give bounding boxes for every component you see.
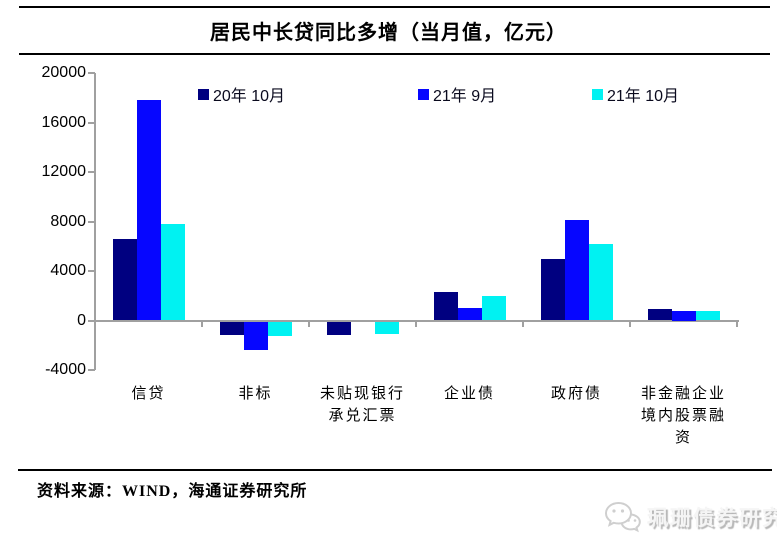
legend-swatch xyxy=(592,88,603,100)
legend-item: 21年 9月 xyxy=(418,84,497,105)
legend-swatch xyxy=(198,88,209,100)
bar-政府债-20年 10月 xyxy=(540,259,565,321)
y-tick-label: 12000 xyxy=(41,163,87,180)
y-tickmark xyxy=(88,72,95,74)
y-tick-label: 16000 xyxy=(41,113,87,131)
bar-企业债-21年 9月 xyxy=(457,307,482,321)
legend-item: 20年 10月 xyxy=(198,84,286,105)
y-tick-label: -4000 xyxy=(45,361,86,378)
y-tick-label: 20000 xyxy=(41,64,87,81)
legend-label: 21年 10月 xyxy=(607,88,680,105)
x-category-label: 政府债 xyxy=(550,386,602,402)
legend-label: 20年 10月 xyxy=(213,88,286,105)
title-bottom-rule xyxy=(19,53,770,55)
y-tickmark xyxy=(88,270,95,272)
footer-rule xyxy=(18,469,772,471)
bar-企业债-20年 10月 xyxy=(433,292,458,321)
y-tick-label: 8000 xyxy=(50,212,86,230)
bar-非金融企业境内股票融资-21年 10月 xyxy=(695,310,720,321)
bar-信贷-21年 10月 xyxy=(160,223,185,321)
category-tickmark xyxy=(201,319,203,327)
legend-item: 21年 10月 xyxy=(592,84,680,105)
bar-信贷-20年 10月 xyxy=(112,238,137,321)
category-tickmark xyxy=(736,319,738,327)
y-tickmark xyxy=(88,171,95,173)
bar-未贴现银行承兑汇票-21年 10月 xyxy=(374,321,399,334)
bar-政府债-21年 9月 xyxy=(564,219,589,321)
bar-非金融企业境内股票融资-21年 9月 xyxy=(671,311,696,321)
bar-非金融企业境内股票融资-20年 10月 xyxy=(647,308,672,321)
x-category-label: 信贷 xyxy=(131,386,166,402)
category-tickmark xyxy=(629,319,631,327)
legend-swatch xyxy=(418,88,429,100)
y-tickmark xyxy=(88,369,95,371)
x-category-label: 非标 xyxy=(238,386,273,402)
wechat-icon xyxy=(604,501,641,533)
y-axis-line xyxy=(94,73,96,370)
bar-非标-20年 10月 xyxy=(219,321,244,336)
category-tickmark xyxy=(522,319,524,327)
watermark-text: 珮珊债券研究 xyxy=(647,506,777,530)
watermark: 珮珊债券研究 xyxy=(604,497,777,537)
bar-信贷-21年 9月 xyxy=(136,100,161,321)
bar-政府债-21年 10月 xyxy=(588,243,613,321)
bar-企业债-21年 10月 xyxy=(481,296,506,321)
category-tickmark xyxy=(415,319,417,327)
bar-非标-21年 9月 xyxy=(243,321,268,350)
x-axis-zero-line xyxy=(95,319,739,322)
y-tickmark xyxy=(88,319,95,322)
bar-非标-21年 10月 xyxy=(267,321,292,337)
source-note: 资料来源：WIND，海通证券研究所 xyxy=(37,483,308,500)
y-tick-label: 0 xyxy=(77,311,86,329)
chart-title: 居民中长贷同比多增（当月值，亿元） xyxy=(210,22,567,44)
y-tickmark xyxy=(88,220,95,223)
x-category-label: 非金融企业 境内股票融 资 xyxy=(640,386,726,446)
category-tickmark xyxy=(308,319,310,327)
legend-label: 21年 9月 xyxy=(433,88,497,105)
legend: 20年 10月 21年 9月 21年 10月 xyxy=(0,84,777,106)
y-tickmark xyxy=(88,121,95,124)
bar-未贴现银行承兑汇票-20年 10月 xyxy=(326,321,351,336)
title-top-rule xyxy=(19,6,770,8)
y-tick-label: 4000 xyxy=(50,262,86,279)
x-category-label: 未贴现银行 承兑汇票 xyxy=(319,386,405,424)
x-category-label: 企业债 xyxy=(443,386,495,402)
